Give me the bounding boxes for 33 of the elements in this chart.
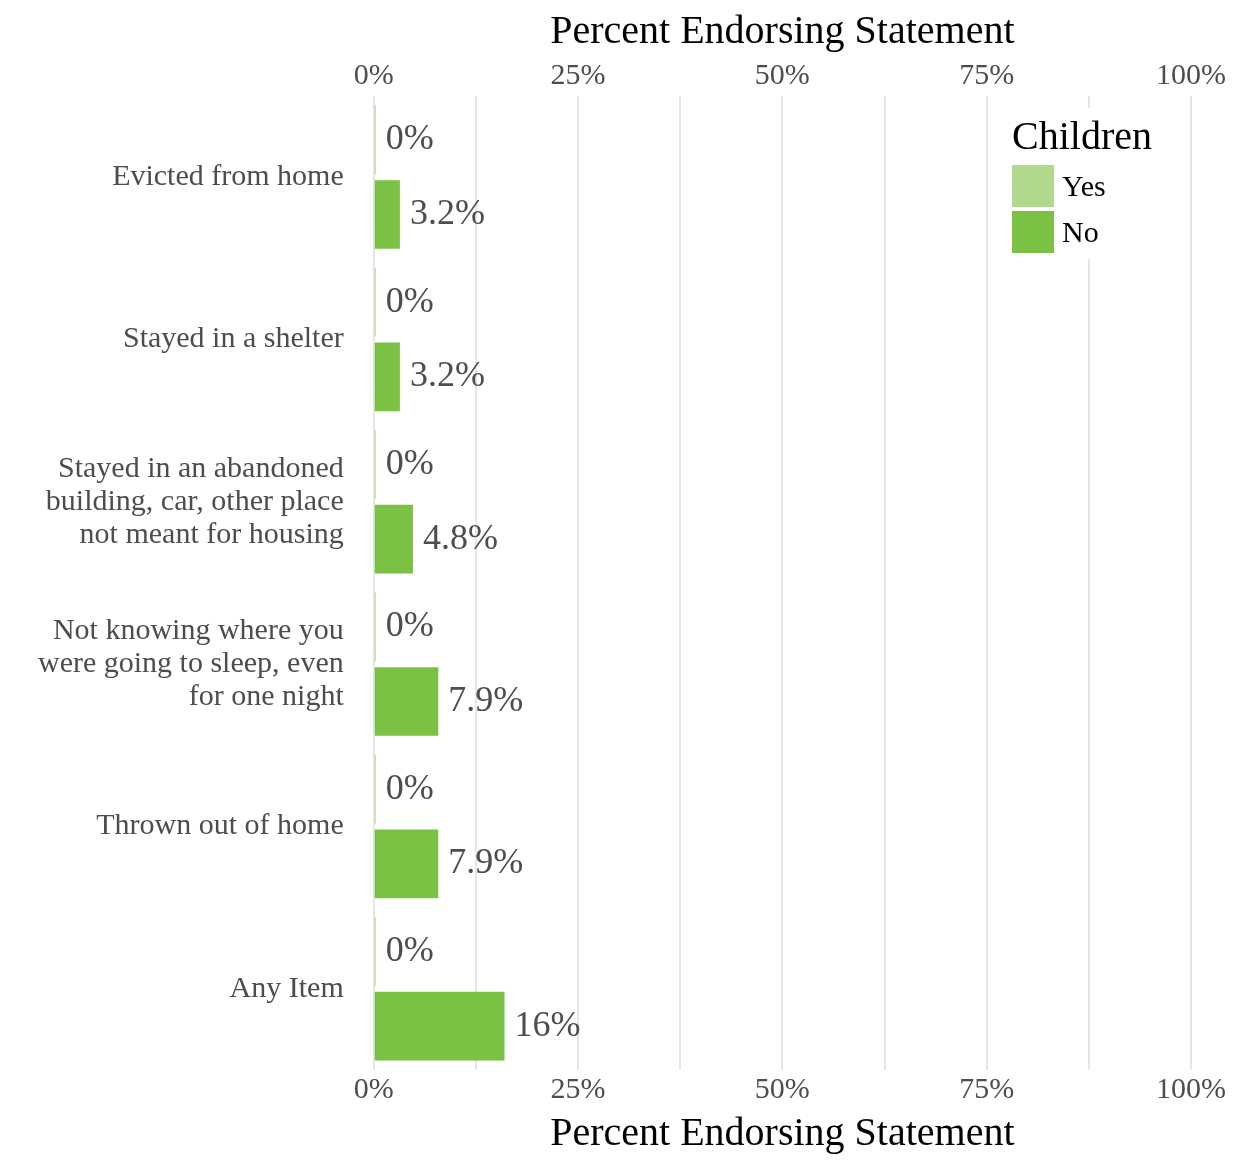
data-label: 0% bbox=[385, 117, 434, 158]
data-label: 4.8% bbox=[422, 516, 498, 557]
x-axis-title: Percent Endorsing Statement bbox=[550, 1108, 1015, 1154]
x2-tick-label: 100% bbox=[1156, 1070, 1226, 1104]
data-label: 7.9% bbox=[448, 841, 524, 882]
y-tick-label: Stayed in a shelter bbox=[122, 320, 344, 354]
data-label: 3.2% bbox=[409, 354, 485, 395]
x2-tick-label: 50% bbox=[754, 1070, 810, 1104]
data-label: 0% bbox=[385, 604, 434, 645]
data-label: 16% bbox=[514, 1003, 581, 1044]
x-tick-label: 75% bbox=[959, 56, 1015, 90]
y-tick-label: Any Item bbox=[229, 969, 344, 1003]
legend-label: Yes bbox=[1062, 169, 1106, 203]
legend-title: Children bbox=[1012, 112, 1152, 159]
x-tick-label: 25% bbox=[550, 56, 606, 90]
data-label: 0% bbox=[385, 766, 434, 807]
data-label: 3.2% bbox=[409, 191, 485, 232]
legend-label: No bbox=[1062, 215, 1099, 249]
x2-tick-label: 0% bbox=[353, 1070, 394, 1104]
x2-tick-label: 25% bbox=[550, 1070, 606, 1104]
x2-axis-title: Percent Endorsing Statement bbox=[550, 6, 1015, 52]
y-tick-label: Thrown out of home bbox=[96, 807, 344, 841]
data-label: 0% bbox=[385, 441, 434, 482]
y-tick-label: Stayed in an abandoned building, car, other place not meant for housing bbox=[45, 449, 344, 549]
y-tick-label: Not knowing where you were going to sleep, even for one night bbox=[37, 612, 345, 712]
data-label: 0% bbox=[385, 279, 434, 320]
x2-tick-label: 75% bbox=[959, 1070, 1015, 1104]
x-tick-label: 0% bbox=[353, 56, 394, 90]
y-tick-label: Evicted from home bbox=[112, 158, 344, 192]
x-tick-label: 50% bbox=[754, 56, 810, 90]
data-label: 7.9% bbox=[448, 678, 524, 719]
data-label: 0% bbox=[385, 928, 434, 969]
x-tick-label: 100% bbox=[1156, 56, 1226, 90]
